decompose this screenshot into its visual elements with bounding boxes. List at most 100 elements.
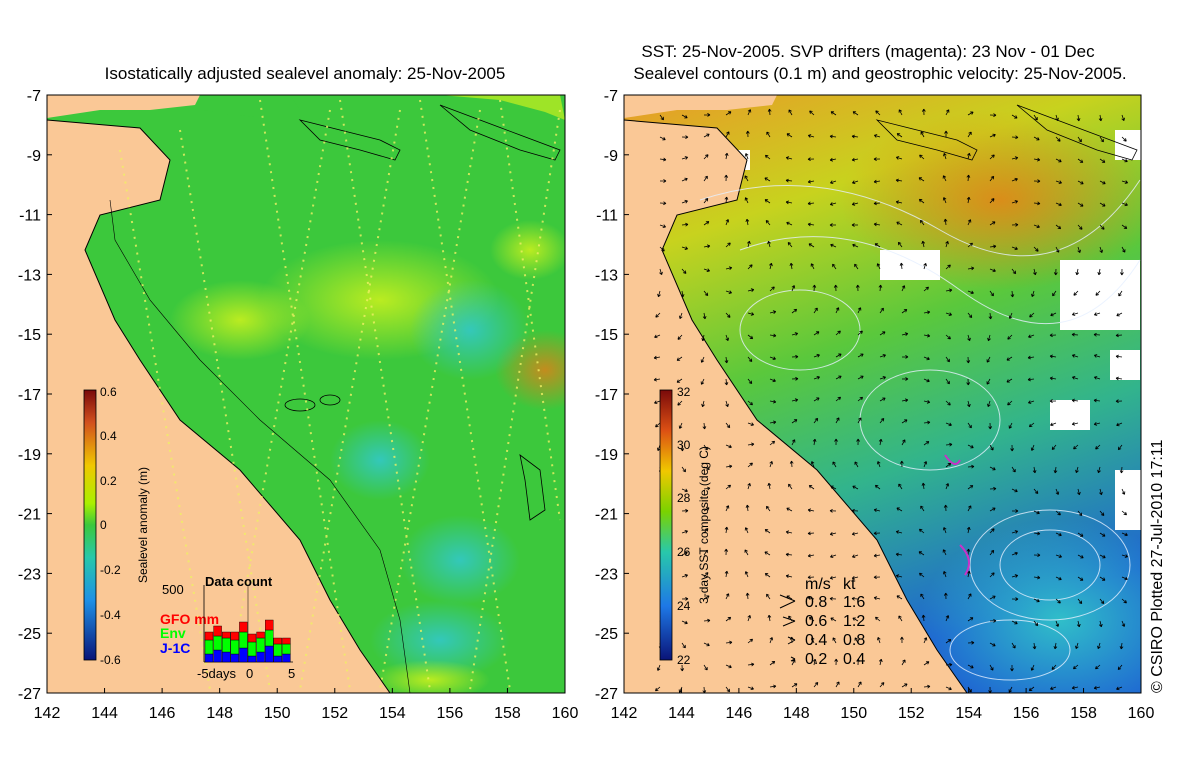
- velocity-arrow: [725, 422, 731, 429]
- velocity-arrow: [725, 131, 730, 138]
- velocity-arrow: [769, 637, 774, 644]
- velocity-arrow: [703, 175, 708, 182]
- data-count-bar: [265, 645, 274, 663]
- velocity-arrow: [900, 636, 904, 644]
- velocity-arrow: [879, 682, 885, 688]
- velocity-arrow: [808, 616, 815, 622]
- data-count-bar: [239, 621, 248, 633]
- velocity-arrow: [851, 202, 859, 206]
- velocity-arrow: [989, 486, 997, 491]
- velocity-arrow: [988, 312, 993, 320]
- velocity-arrow: [1028, 686, 1035, 692]
- velocity-arrow: [681, 177, 688, 182]
- velocity-arrow: [1033, 531, 1041, 536]
- velocity-arrow: [681, 246, 688, 250]
- geostrophic-velocity-arrows: [653, 108, 1129, 693]
- velocity-arrow: [1071, 422, 1079, 426]
- data-count-title: Data count: [205, 574, 273, 589]
- velocity-arrow: [789, 262, 794, 270]
- velocity-arrow: [989, 268, 996, 273]
- velocity-arrow: [791, 354, 799, 359]
- data-count-bar: [230, 639, 240, 655]
- lat-tick-label: -15: [595, 327, 618, 344]
- velocity-arrow: [873, 201, 881, 206]
- velocity-arrow: [966, 548, 971, 556]
- velocity-arrow: [1051, 664, 1057, 670]
- velocity-arrow: [764, 154, 771, 160]
- velocity-arrow: [767, 240, 771, 248]
- velocity-arrow: [1011, 246, 1018, 251]
- velocity-arrow: [857, 375, 864, 380]
- velocity-arrow: [1007, 334, 1013, 340]
- velocity-arrow: [766, 505, 771, 512]
- velocity-arrow: [1097, 466, 1101, 474]
- velocity-arrow: [1099, 598, 1105, 605]
- velocity-arrow: [769, 461, 773, 468]
- velocity-arrow: [830, 554, 837, 558]
- velocity-arrow: [901, 419, 908, 424]
- velocity-arrow: [830, 485, 837, 490]
- velocity-arrow: [656, 664, 661, 671]
- velocity-arrow: [967, 664, 974, 669]
- velocity-arrow: [898, 109, 903, 116]
- velocity-arrow: [1033, 575, 1041, 580]
- sst-tick: 24: [677, 599, 691, 613]
- velocity-arrow: [876, 461, 881, 468]
- velocity-arrow: [1027, 355, 1035, 360]
- velocity-arrow: [895, 156, 903, 160]
- velocity-arrow: [1055, 246, 1060, 253]
- velocity-arrow: [1051, 444, 1057, 450]
- velocity-arrow: [701, 400, 705, 408]
- velocity-arrow: [1073, 664, 1079, 670]
- velocity-arrow: [919, 219, 925, 226]
- velocity-legend-ms: 0.8: [805, 594, 827, 611]
- velocity-arrow: [725, 444, 732, 449]
- velocity-arrow: [769, 262, 773, 270]
- velocity-arrow: [1033, 268, 1037, 276]
- velocity-arrow: [832, 461, 837, 468]
- velocity-arrow: [703, 154, 709, 160]
- lat-tick-label: -25: [18, 626, 41, 643]
- velocity-arrow: [701, 334, 706, 342]
- velocity-arrow: [901, 332, 909, 336]
- right-map-title-line1: SST: 25-Nov-2005. SVP drifters (magenta)…: [641, 42, 1095, 61]
- velocity-arrow: [1010, 290, 1015, 298]
- velocity-arrow: [1093, 685, 1101, 690]
- velocity-arrow: [851, 508, 859, 513]
- velocity-arrow: [812, 284, 817, 292]
- velocity-arrow: [1006, 356, 1013, 361]
- velocity-arrow: [918, 528, 925, 534]
- lon-tick-label: 150: [264, 705, 291, 722]
- velocity-arrow: [769, 660, 776, 666]
- sla-tick: 0: [100, 518, 107, 532]
- velocity-arrow: [1093, 398, 1101, 403]
- velocity-arrow: [703, 664, 708, 671]
- lat-tick-label: -11: [19, 208, 41, 225]
- sla-tick: 0.4: [100, 429, 117, 443]
- velocity-arrow: [769, 333, 777, 338]
- velocity-arrow: [725, 266, 733, 270]
- velocity-arrow: [655, 686, 661, 692]
- velocity-arrow: [899, 460, 904, 468]
- velocity-arrow: [1098, 114, 1103, 122]
- velocity-arrow: [1099, 158, 1106, 163]
- velocity-arrow: [808, 243, 815, 248]
- velocity-arrow: [659, 224, 666, 228]
- velocity-arrow: [791, 308, 798, 314]
- lon-tick-label: 142: [611, 705, 638, 722]
- sst-colorbar-label: 3-day SST composite (deg C): [697, 446, 711, 604]
- velocity-arrow: [807, 201, 815, 206]
- velocity-arrow: [785, 178, 793, 183]
- velocity-arrow: [895, 178, 903, 183]
- velocity-arrow: [854, 461, 859, 468]
- velocity-arrow: [1120, 268, 1124, 276]
- velocity-arrow: [1073, 444, 1079, 450]
- velocity-arrow: [1029, 312, 1035, 318]
- velocity-arrow: [1031, 290, 1035, 298]
- velocity-arrow: [1071, 685, 1079, 690]
- velocity-arrow: [703, 642, 710, 647]
- velocity-arrow: [1011, 488, 1018, 493]
- velocity-arrow: [879, 331, 886, 336]
- data-count-bar: [282, 643, 291, 655]
